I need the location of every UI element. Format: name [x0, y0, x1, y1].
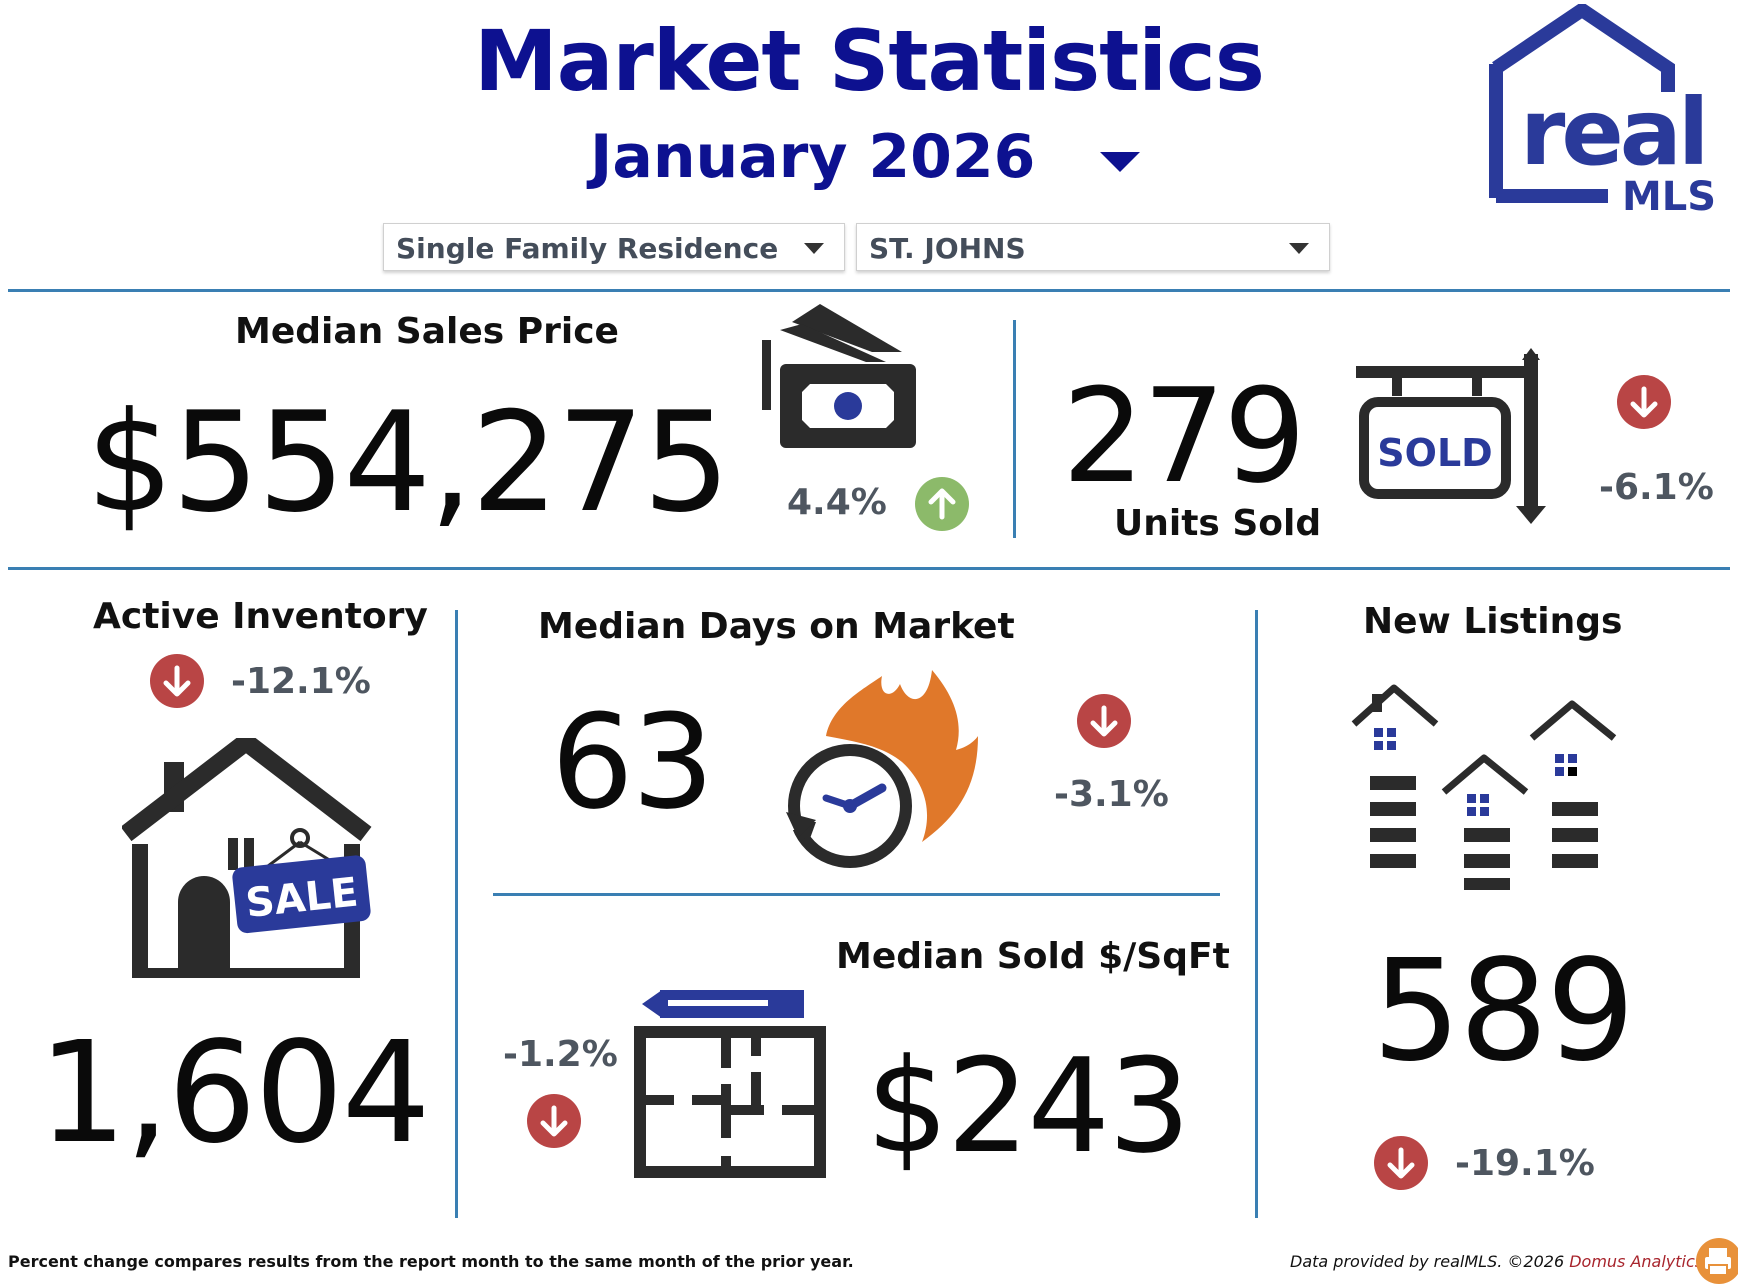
buildings-icon	[1351, 684, 1617, 890]
median-sold-per-sqft-value: $243	[866, 1030, 1191, 1182]
floor-plan-icon	[634, 990, 826, 1178]
active-inventory-change: -12.1%	[231, 661, 371, 702]
active-inventory-label: Active Inventory	[93, 596, 428, 637]
footer-credit: Data provided by realMLS. ©2026 Domus An…	[1290, 1252, 1703, 1271]
median-sales-price-change: 4.4%	[787, 482, 887, 523]
footer-credit-text: Data provided by realMLS. ©2026	[1290, 1252, 1570, 1271]
print-button[interactable]	[1696, 1238, 1738, 1284]
units-sold-label: Units Sold	[1114, 503, 1322, 544]
money-icon	[762, 304, 916, 448]
arrow-up-icon	[915, 477, 969, 531]
divider-vertical-3	[1255, 610, 1258, 1218]
house-for-sale-icon: SALE	[122, 738, 372, 978]
arrow-down-icon	[1374, 1136, 1428, 1190]
property-type-value: Single Family Residence	[396, 232, 779, 265]
median-sold-per-sqft-label: Median Sold $/SqFt	[836, 936, 1230, 977]
month-selector[interactable]: January 2026	[560, 122, 1160, 202]
logo-text-real: real	[1520, 79, 1705, 186]
page-title: Market Statistics	[474, 12, 1265, 110]
chevron-down-icon	[1289, 243, 1309, 254]
property-type-select[interactable]: Single Family Residence	[383, 223, 845, 271]
median-days-on-market-change: -3.1%	[1054, 774, 1169, 815]
clock-fire-icon	[784, 670, 978, 868]
chevron-down-icon	[804, 243, 824, 254]
new-listings-label: New Listings	[1363, 601, 1623, 642]
sold-sign-icon: SOLD	[1356, 348, 1546, 524]
new-listings-value: 589	[1372, 930, 1635, 1093]
arrow-down-icon	[1077, 694, 1131, 748]
new-listings-change: -19.1%	[1455, 1143, 1595, 1184]
realmls-logo: real MLS	[1489, 4, 1716, 214]
logo-text-mls: MLS	[1622, 174, 1716, 214]
active-inventory-value: 1,604	[38, 1012, 431, 1175]
divider-inner	[493, 893, 1220, 896]
county-select[interactable]: ST. JOHNS	[856, 223, 1330, 271]
footer-brand-link[interactable]: Domus Analytics	[1569, 1252, 1704, 1271]
median-sales-price-value: $554,275	[86, 382, 730, 543]
month-label: January 2026	[590, 122, 1036, 192]
units-sold-change: -6.1%	[1599, 467, 1714, 508]
median-days-on-market-label: Median Days on Market	[538, 606, 1015, 647]
divider-vertical-1	[1013, 320, 1016, 538]
footer-note: Percent change compares results from the…	[8, 1252, 854, 1271]
arrow-down-icon	[527, 1094, 581, 1148]
median-sold-per-sqft-change: -1.2%	[503, 1034, 618, 1075]
divider-top	[8, 289, 1730, 292]
units-sold-value: 279	[1062, 360, 1306, 512]
median-days-on-market-value: 63	[551, 686, 714, 838]
arrow-down-icon	[150, 654, 204, 708]
arrow-down-icon	[1617, 375, 1671, 429]
printer-icon	[1705, 1248, 1731, 1276]
divider-vertical-2	[455, 610, 458, 1218]
sold-sign-text: SOLD	[1377, 431, 1492, 475]
county-value: ST. JOHNS	[869, 232, 1026, 265]
divider-middle	[8, 567, 1730, 570]
median-sales-price-label: Median Sales Price	[235, 311, 619, 352]
caret-down-icon	[1100, 152, 1140, 172]
